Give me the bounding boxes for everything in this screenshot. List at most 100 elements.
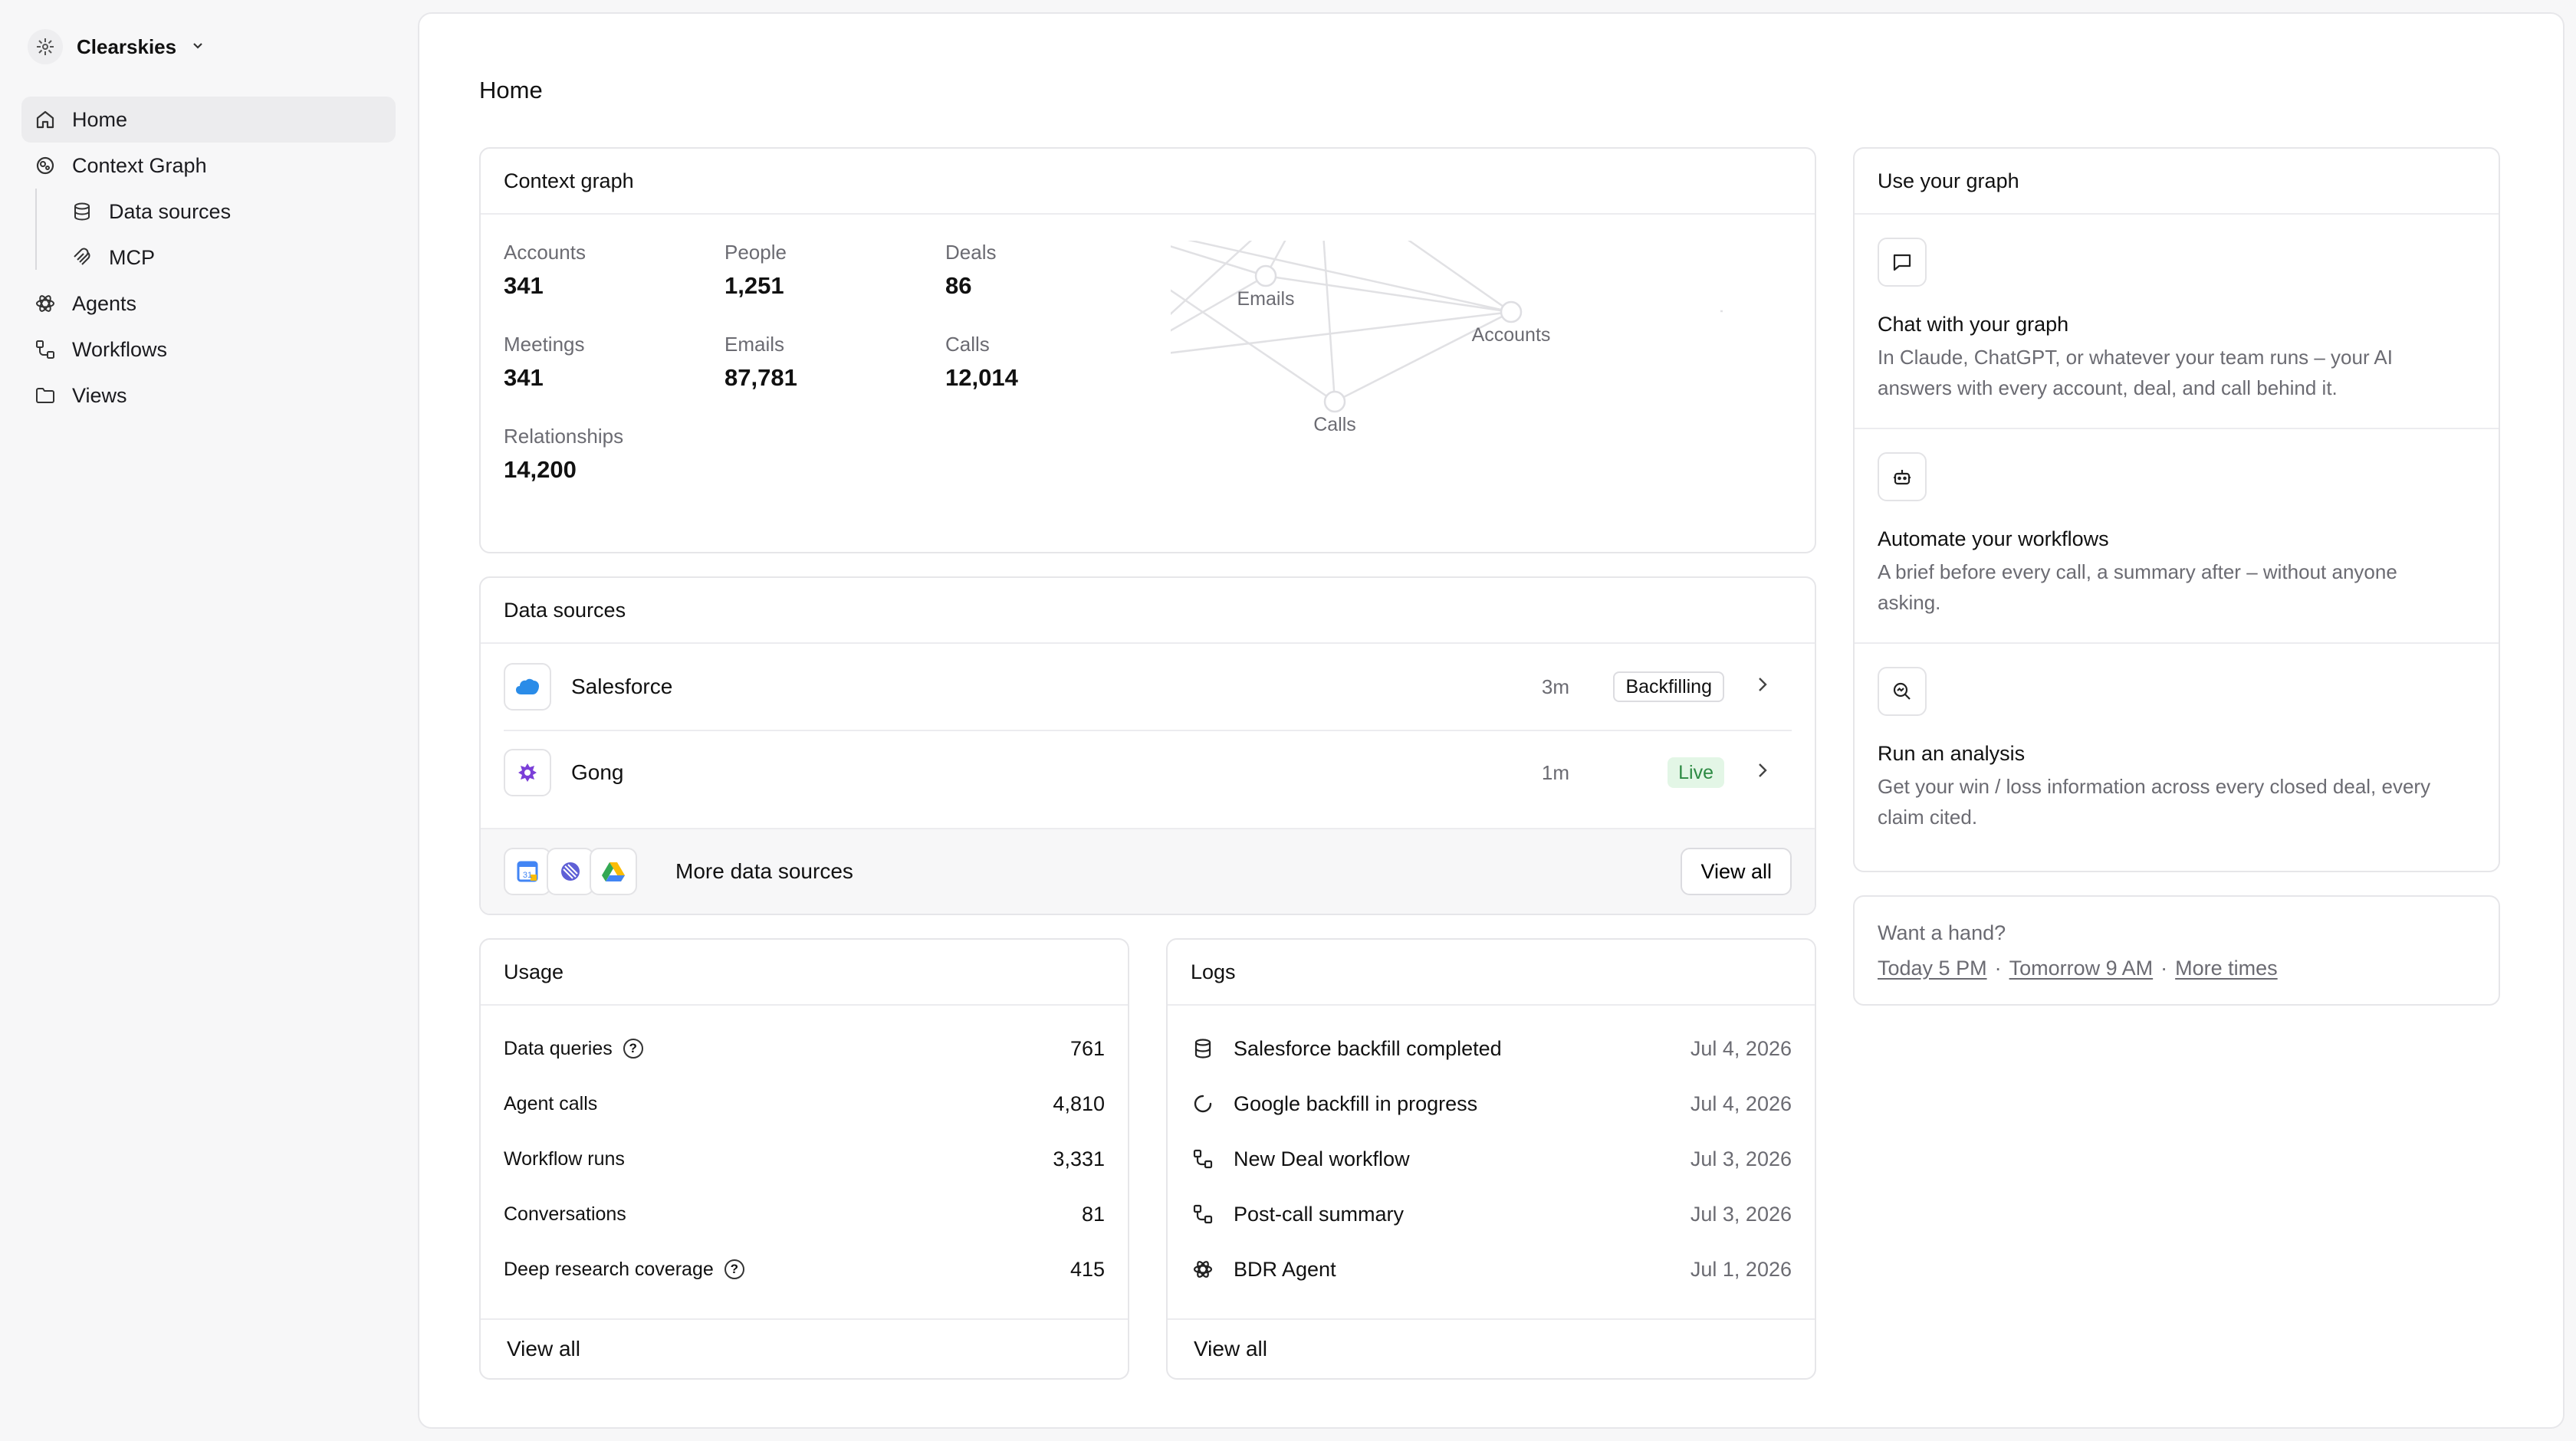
usage-view-all-link[interactable]: View all: [481, 1318, 1128, 1378]
want-a-hand-card: Want a hand? Today 5 PM · Tomorrow 9 AM · Mo…: [1853, 895, 2500, 1006]
chevron-right-icon: [1755, 760, 1770, 786]
nav-sub-divider: [35, 189, 37, 270]
use-item-title: Run an analysis: [1878, 742, 2026, 765]
usage-label: Data queries: [504, 1037, 613, 1059]
log-date: Jul 3, 2026: [1690, 1147, 1792, 1170]
graph-node-emails[interactable]: [1254, 264, 1277, 287]
stat-label: Meetings: [504, 333, 585, 356]
workspace-name: Clearskies: [77, 34, 177, 58]
data-source-name: Gong: [571, 760, 624, 784]
stat-value: 86: [945, 272, 972, 299]
spinner-icon: [1191, 1091, 1215, 1116]
data-source-time: 3m: [1541, 675, 1569, 698]
time-slot-link[interactable]: Today 5 PM: [1878, 957, 1987, 980]
use-item-chat[interactable]: Chat with your graph In Claude, ChatGPT,…: [1855, 215, 2499, 429]
stat-deals: Deals 86: [945, 241, 996, 300]
robot-icon: [1878, 452, 1927, 501]
use-item-desc: A brief before every call, a summary aft…: [1878, 560, 2397, 614]
separator-dot: ·: [1994, 957, 2002, 980]
sidebar-item-label: Data sources: [109, 199, 232, 223]
use-item-automate[interactable]: Automate your workflows A brief before e…: [1855, 429, 2499, 644]
more-times-link[interactable]: More times: [2175, 957, 2278, 980]
log-label: BDR Agent: [1234, 1257, 1336, 1281]
logs-view-all-link[interactable]: View all: [1168, 1318, 1815, 1378]
data-source-time: 1m: [1541, 760, 1569, 784]
usage-row: Conversations 81: [504, 1187, 1105, 1242]
workflow-icon: [1191, 1147, 1215, 1171]
use-item-title: Automate your workflows: [1878, 527, 2109, 550]
chevron-down-icon: [190, 35, 205, 59]
stat-emails: Emails 87,781: [724, 333, 797, 392]
want-a-hand-links: Today 5 PM · Tomorrow 9 AM · More times: [1878, 957, 2278, 980]
usage-value: 4,810: [1053, 1091, 1105, 1115]
context-graph-title: Context graph: [481, 149, 1815, 215]
use-item-analysis[interactable]: Run an analysis Get your win / loss info…: [1855, 644, 2499, 858]
graph-edge: [1171, 245, 1267, 277]
log-row[interactable]: BDR Agent Jul 1, 2026: [1191, 1242, 1792, 1297]
graph-node-calls[interactable]: [1323, 390, 1346, 413]
data-source-row-gong[interactable]: Gong 1m Live: [504, 730, 1792, 816]
data-sources-title: Data sources: [481, 578, 1815, 644]
log-row[interactable]: New Deal workflow Jul 3, 2026: [1191, 1131, 1792, 1187]
workflow-icon: [34, 338, 57, 361]
log-date: Jul 4, 2026: [1690, 1091, 1792, 1115]
usage-row: Deep research coverage ? 415: [504, 1242, 1105, 1297]
data-source-name: Salesforce: [571, 675, 673, 698]
stat-label: People: [724, 241, 787, 264]
log-row[interactable]: Post-call summary Jul 3, 2026: [1191, 1187, 1792, 1242]
sidebar-item-home[interactable]: Home: [21, 97, 396, 143]
workspace-switcher[interactable]: Clearskies: [28, 28, 205, 66]
usage-value: 761: [1070, 1036, 1105, 1060]
stat-people: People 1,251: [724, 241, 787, 300]
workflow-icon: [1191, 1202, 1215, 1226]
help-icon[interactable]: ?: [724, 1259, 744, 1279]
usage-row: Agent calls 4,810: [504, 1076, 1105, 1131]
stat-label: Relationships: [504, 425, 624, 448]
workspace-logo-icon: [28, 29, 63, 64]
usage-card: Usage Data queries ? 761 Agent calls 4,8…: [479, 938, 1129, 1380]
sidebar-item-agents[interactable]: Agents: [21, 281, 396, 327]
log-row[interactable]: Google backfill in progress Jul 4, 2026: [1191, 1076, 1792, 1131]
stat-value: 12,014: [945, 364, 1018, 391]
chat-bubble-icon: [1878, 238, 1927, 287]
usage-title: Usage: [481, 940, 1128, 1006]
log-row[interactable]: Salesforce backfill completed Jul 4, 202…: [1191, 1021, 1792, 1076]
graph-edge: [1334, 310, 1512, 403]
graph-edge: [1171, 289, 1336, 403]
sidebar-item-data-sources[interactable]: Data sources: [21, 189, 396, 235]
stat-meetings: Meetings 341: [504, 333, 585, 392]
graph-edge: [1187, 241, 1512, 313]
want-a-hand-title: Want a hand?: [1878, 921, 2006, 944]
database-icon: [71, 200, 94, 223]
log-label: New Deal workflow: [1234, 1147, 1410, 1170]
help-icon[interactable]: ?: [623, 1039, 643, 1059]
graph-edge: [1171, 310, 1512, 354]
more-data-sources-row: 31 More data sources View all: [481, 828, 1815, 914]
stat-label: Deals: [945, 241, 997, 264]
time-slot-link[interactable]: Tomorrow 9 AM: [2009, 957, 2154, 980]
sidebar-item-mcp[interactable]: MCP: [21, 235, 396, 281]
more-data-sources-icons: 31: [504, 848, 637, 895]
sidebar-item-context-graph[interactable]: Context Graph: [21, 143, 396, 189]
stat-label: Emails: [724, 333, 785, 356]
graph-node-accounts[interactable]: [1500, 300, 1523, 323]
sidebar-item-workflows[interactable]: Workflows: [21, 327, 396, 373]
context-graph-visual: PeopleDealsEmailsAccountsMeetingsCalls: [1171, 241, 1723, 435]
agent-icon: [1191, 1257, 1215, 1282]
graph-edge: [1322, 241, 1336, 402]
sidebar-item-views[interactable]: Views: [21, 373, 396, 419]
view-all-data-sources-button[interactable]: View all: [1681, 848, 1792, 895]
page-title: Home: [479, 77, 543, 103]
graph-nodes: PeopleDealsEmailsAccountsMeetingsCalls: [1237, 264, 1551, 435]
graph-node-label: Accounts: [1472, 324, 1551, 346]
stat-value: 14,200: [504, 456, 577, 483]
use-item-desc: Get your win / loss information across e…: [1878, 775, 2431, 829]
data-source-row-salesforce[interactable]: Salesforce 3m Backfilling: [504, 644, 1792, 730]
use-your-graph-card: Use your graph Chat with your graph In C…: [1853, 147, 2500, 872]
sidebar: Clearskies Home Context Graph Data sourc…: [0, 0, 417, 1441]
log-label: Salesforce backfill completed: [1234, 1036, 1502, 1060]
sidebar-item-label: Home: [72, 107, 128, 131]
sidebar-item-label: Workflows: [72, 337, 168, 361]
mcp-icon: [71, 246, 94, 269]
log-date: Jul 1, 2026: [1690, 1257, 1792, 1281]
